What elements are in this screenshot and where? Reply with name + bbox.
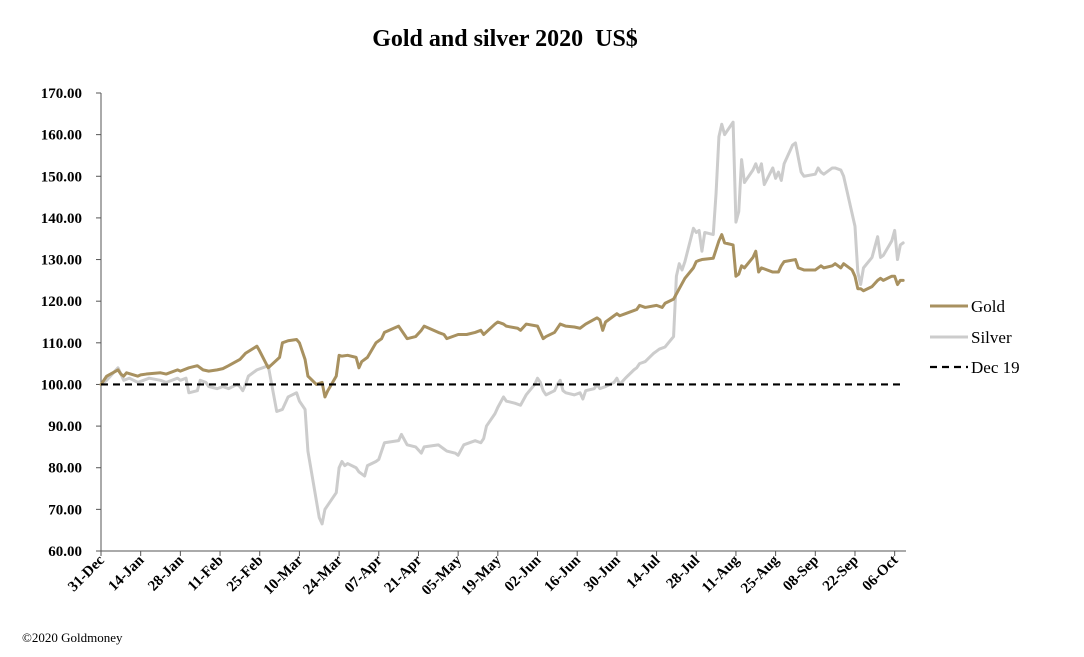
legend: Gold Silver Dec 19 [930,297,1020,377]
y-tick-label: 110.00 [42,336,82,352]
chart-title: Gold and silver 2020 US$ [372,26,638,52]
y-tick-label: 100.00 [41,377,82,393]
y-tick-label: 90.00 [48,419,82,435]
x-tick-label: 11-Aug [699,552,743,596]
x-tick-label: 14-Jul [624,553,664,593]
x-tick-label: 24-Mar [300,552,346,598]
legend-label-gold: Gold [971,297,1006,316]
series-line-gold [99,233,905,399]
x-tick-label: 25-Feb [224,553,267,596]
x-tick-label: 21-Apr [382,552,426,596]
y-tick-label: 130.00 [41,253,82,269]
y-tick-label: 170.00 [41,86,82,102]
y-tick-label: 160.00 [41,128,82,144]
x-tick-label: 30-Jun [581,552,624,595]
y-tick-label: 70.00 [48,502,82,518]
y-tick-label: 120.00 [41,294,82,310]
x-tick-label: 14-Jan [106,552,148,594]
x-tick-label: 25-Aug [738,552,783,597]
y-tick-label: 150.00 [41,169,82,185]
x-tick-label: 08-Sep [780,553,822,595]
y-tick-label: 60.00 [48,544,82,560]
axes: 60.00 70.00 80.00 90.00 100.00 110.00 120.00 13… [41,86,906,599]
x-tick-label: 10-Mar [261,552,307,598]
series-layer [99,120,905,526]
x-tick-label: 07-Apr [342,552,386,596]
x-tick-label: 05-May [419,552,465,598]
x-tick-label: 28-Jan [145,552,187,594]
legend-label-dec-19: Dec 19 [971,358,1020,377]
x-tick-label: 02-Jun [502,552,545,595]
x-tick-label: 16-Jun [541,552,584,595]
series-line-silver [99,120,905,526]
y-tick-label: 80.00 [48,461,82,477]
x-tick-label: 19-May [459,552,505,598]
copyright-footer: ©2020 Goldmoney [22,630,123,645]
legend-label-silver: Silver [971,328,1012,347]
x-tick-label: 11-Feb [185,553,227,595]
x-tick-label: 28-Jul [663,553,703,593]
y-tick-label: 140.00 [41,211,82,227]
x-tick-label: 22-Sep [820,553,862,595]
x-tick-label: 06-Oct [860,553,902,595]
